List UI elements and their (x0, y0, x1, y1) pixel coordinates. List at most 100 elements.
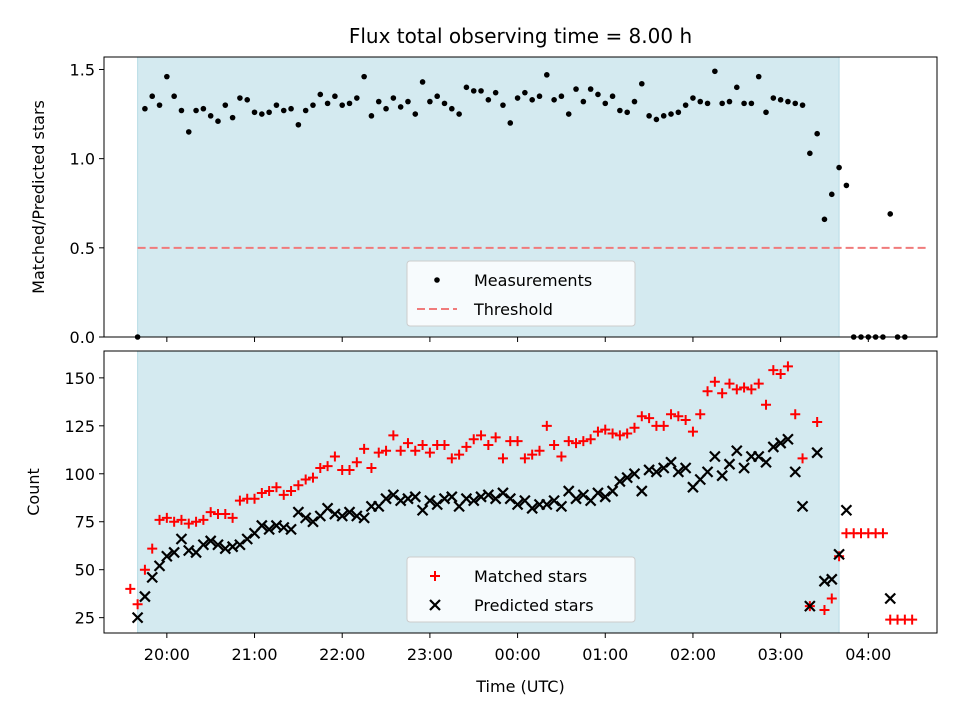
predicted-star-point (774, 437, 787, 449)
measurement-point (514, 95, 521, 101)
matched-star-point (819, 604, 830, 615)
measurement-point (361, 73, 367, 80)
matched-star-point (388, 430, 399, 441)
measurement-point (259, 111, 265, 117)
measurement-point (156, 102, 163, 108)
matched-star-point (220, 509, 231, 520)
predicted-star-point (256, 519, 268, 532)
measurement-point (485, 97, 492, 103)
predicted-star-point (139, 590, 151, 603)
matched-star-point (563, 436, 574, 447)
measurement-point (558, 93, 565, 100)
measurement-point (587, 86, 594, 92)
predicted-star-point (804, 600, 816, 612)
measurement-point (799, 102, 806, 108)
measurement-point (332, 93, 338, 100)
panel-counts: 25 50 75 100 125 150 20:00 21:00 22:00 23:00 00:00… (24, 350, 938, 696)
y-tick-label: 75 (75, 513, 95, 532)
matched-star-point (476, 430, 487, 441)
x-tick-label: 01:00 (582, 645, 628, 664)
predicted-star-point (131, 611, 144, 624)
measurement-point (522, 89, 528, 96)
matched-star-point (877, 528, 888, 539)
legend-label: Threshold (473, 300, 553, 319)
measurement-point (419, 79, 426, 85)
y-tick-label: 25 (75, 609, 95, 628)
predicted-star-point (197, 538, 210, 551)
legend: Matched stars Predicted stars (406, 556, 636, 623)
predicted-star-point (446, 491, 458, 503)
predicted-star-point (541, 498, 553, 511)
predicted-star-point (614, 475, 626, 488)
matched-star-point (761, 399, 772, 410)
matched-star-point (534, 445, 545, 456)
measurement-point (785, 98, 791, 105)
predicted-star-point (416, 504, 429, 517)
predicted-star-point (343, 506, 356, 518)
matched-star-point (739, 382, 750, 393)
predicted-star-point (380, 492, 392, 505)
measurement-point (551, 97, 557, 103)
measurement-point (755, 73, 762, 80)
predicted-star-point (570, 492, 582, 505)
measurement-point (185, 129, 192, 135)
measurement-point (565, 111, 572, 117)
series-measurements (134, 68, 908, 340)
matched-star-point (746, 384, 757, 395)
measurement-point (354, 95, 360, 101)
y-axis-label: Matched/Predicted stars (29, 100, 48, 294)
matched-star-point (132, 599, 143, 610)
measurement-point (171, 93, 177, 100)
matched-star-point (687, 426, 698, 437)
matched-star-point (169, 516, 180, 527)
measurement-point (295, 121, 302, 128)
predicted-star-point (884, 592, 897, 605)
measurement-point (280, 107, 287, 114)
matched-star-point (680, 415, 691, 426)
measurement-point (142, 105, 148, 112)
measurement-point (887, 211, 894, 217)
matched-star-point (782, 361, 793, 372)
measurement-point (164, 73, 170, 80)
y-tick-label: 50 (75, 561, 95, 580)
matched-star-point (351, 457, 362, 468)
measurement-point (712, 68, 718, 75)
x-tick-label: 03:00 (758, 645, 804, 664)
measurement-point (595, 91, 601, 98)
matched-star-point (578, 436, 589, 447)
matched-star-point (249, 493, 260, 504)
measurement-point (828, 191, 835, 198)
predicted-star-point (424, 494, 436, 507)
matched-star-point (125, 583, 136, 594)
measurement-point (719, 100, 725, 107)
legend: Measurements Threshold (406, 260, 636, 327)
matched-star-point (454, 449, 465, 460)
measurement-point (207, 113, 214, 119)
measurement-point (149, 93, 156, 100)
x-tick-label: 23:00 (407, 645, 453, 664)
measurement-point (412, 111, 419, 117)
matched-star-point (417, 440, 428, 450)
measurement-point (536, 93, 543, 100)
predicted-star-point (782, 433, 794, 446)
matched-star-point (709, 376, 720, 387)
predicted-star-point (555, 500, 568, 513)
measurement-point (478, 88, 484, 94)
matched-star-point (359, 443, 370, 454)
matched-star-point (205, 507, 216, 518)
predicted-star-point (621, 471, 633, 484)
matched-star-point (402, 438, 413, 449)
measurement-point (529, 97, 535, 103)
measurement-point (317, 91, 324, 98)
matched-star-point (329, 451, 340, 462)
legend-marker-measurements (434, 277, 440, 283)
x-tick-label: 22:00 (319, 645, 365, 664)
legend-box (406, 556, 636, 623)
predicted-star-point (336, 510, 348, 522)
measurement-point (682, 102, 689, 108)
predicted-star-point (840, 504, 853, 517)
measurement-point (229, 114, 236, 121)
matched-star-point (775, 369, 786, 380)
measurement-point (310, 102, 316, 108)
predicted-star-point (672, 466, 685, 478)
